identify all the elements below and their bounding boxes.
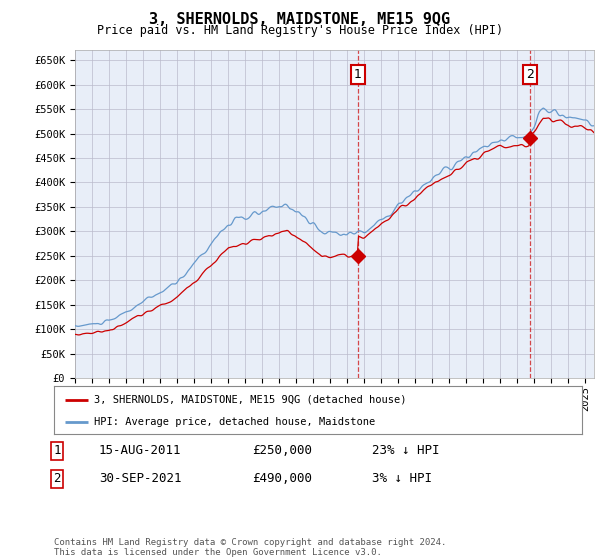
Text: Contains HM Land Registry data © Crown copyright and database right 2024.
This d: Contains HM Land Registry data © Crown c… bbox=[54, 538, 446, 557]
Text: 3% ↓ HPI: 3% ↓ HPI bbox=[372, 472, 432, 486]
Text: £490,000: £490,000 bbox=[252, 472, 312, 486]
Text: 15-AUG-2011: 15-AUG-2011 bbox=[99, 444, 182, 458]
Text: 2: 2 bbox=[526, 68, 534, 81]
Text: Price paid vs. HM Land Registry's House Price Index (HPI): Price paid vs. HM Land Registry's House … bbox=[97, 24, 503, 37]
Text: 23% ↓ HPI: 23% ↓ HPI bbox=[372, 444, 439, 458]
Text: 1: 1 bbox=[354, 68, 362, 81]
Text: HPI: Average price, detached house, Maidstone: HPI: Average price, detached house, Maid… bbox=[94, 417, 375, 427]
Text: 2: 2 bbox=[53, 472, 61, 486]
Text: 1: 1 bbox=[53, 444, 61, 458]
Text: 3, SHERNOLDS, MAIDSTONE, ME15 9QG (detached house): 3, SHERNOLDS, MAIDSTONE, ME15 9QG (detac… bbox=[94, 395, 406, 405]
Text: 3, SHERNOLDS, MAIDSTONE, ME15 9QG: 3, SHERNOLDS, MAIDSTONE, ME15 9QG bbox=[149, 12, 451, 27]
Text: £250,000: £250,000 bbox=[252, 444, 312, 458]
Text: 30-SEP-2021: 30-SEP-2021 bbox=[99, 472, 182, 486]
